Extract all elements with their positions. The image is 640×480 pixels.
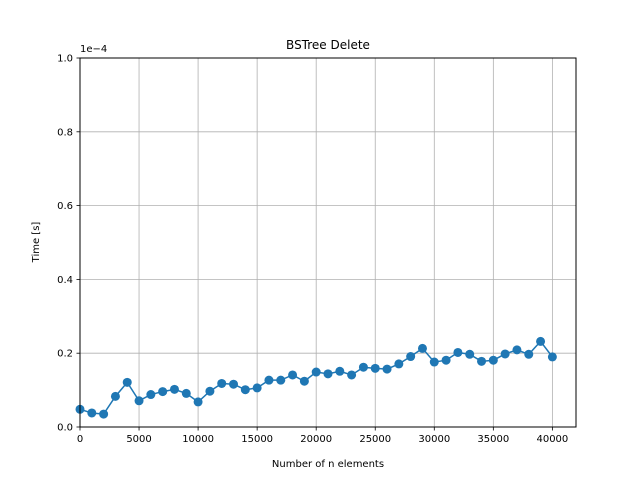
data-point bbox=[134, 396, 144, 406]
data-point bbox=[193, 397, 203, 407]
chart-title: BSTree Delete bbox=[286, 38, 370, 52]
y-axis-ticks: 0.0 0.2 0.4 0.6 0.8 1.0 bbox=[57, 54, 80, 434]
data-point bbox=[240, 385, 250, 395]
y-tick-label: 1.0 bbox=[57, 54, 73, 65]
data-point bbox=[122, 377, 132, 387]
data-point bbox=[229, 379, 239, 389]
series-layer bbox=[75, 336, 557, 419]
data-point bbox=[158, 387, 168, 397]
y-tick-label: 0.2 bbox=[57, 349, 73, 360]
x-tick-label: 40000 bbox=[536, 434, 568, 445]
x-tick-label: 5000 bbox=[126, 434, 151, 445]
y-tick-label: 0.0 bbox=[57, 423, 73, 434]
x-axis-ticks: 0 5000 10000 15000 20000 25000 30000 35000 40000 bbox=[77, 427, 568, 445]
plot-frame bbox=[79, 57, 577, 428]
x-tick-label: 10000 bbox=[182, 434, 214, 445]
data-point bbox=[169, 384, 179, 394]
data-point bbox=[347, 370, 357, 380]
data-point bbox=[394, 359, 404, 369]
data-point bbox=[264, 375, 274, 385]
data-point bbox=[205, 386, 215, 396]
x-tick-label: 20000 bbox=[300, 434, 332, 445]
data-point bbox=[299, 376, 309, 386]
data-point bbox=[370, 363, 380, 373]
x-tick-label: 25000 bbox=[359, 434, 391, 445]
y-tick-label: 0.4 bbox=[57, 275, 73, 286]
data-point bbox=[110, 391, 120, 401]
x-tick-label: 0 bbox=[77, 434, 83, 445]
data-point bbox=[465, 349, 475, 359]
data-point bbox=[87, 408, 97, 418]
data-point bbox=[99, 409, 109, 419]
data-point bbox=[181, 388, 191, 398]
data-point bbox=[453, 347, 463, 357]
data-point bbox=[311, 367, 321, 377]
data-point bbox=[252, 383, 262, 393]
data-point bbox=[382, 364, 392, 374]
data-point bbox=[488, 355, 498, 365]
data-point bbox=[146, 390, 156, 400]
data-point bbox=[500, 349, 510, 359]
y-tick-label: 0.6 bbox=[57, 201, 73, 212]
data-point bbox=[417, 343, 427, 353]
data-point bbox=[512, 345, 522, 355]
y-tick-label: 0.8 bbox=[57, 127, 73, 138]
data-point bbox=[406, 352, 416, 362]
x-tick-label: 15000 bbox=[241, 434, 273, 445]
data-point bbox=[217, 378, 227, 388]
data-point bbox=[358, 362, 368, 372]
data-point bbox=[524, 349, 534, 359]
data-point bbox=[323, 369, 333, 379]
data-point bbox=[335, 366, 345, 376]
y-scale-offset-label: 1e−4 bbox=[80, 44, 107, 55]
y-axis-label: Time [s] bbox=[31, 222, 42, 264]
x-tick-label: 30000 bbox=[418, 434, 450, 445]
grid bbox=[79, 57, 576, 428]
data-point bbox=[547, 352, 557, 362]
data-point bbox=[276, 375, 286, 385]
data-point bbox=[477, 356, 487, 366]
data-point bbox=[536, 336, 546, 346]
x-tick-label: 35000 bbox=[477, 434, 509, 445]
x-axis-label: Number of n elements bbox=[272, 459, 384, 470]
data-point bbox=[429, 357, 439, 367]
data-point bbox=[288, 370, 298, 380]
data-point bbox=[441, 355, 451, 365]
